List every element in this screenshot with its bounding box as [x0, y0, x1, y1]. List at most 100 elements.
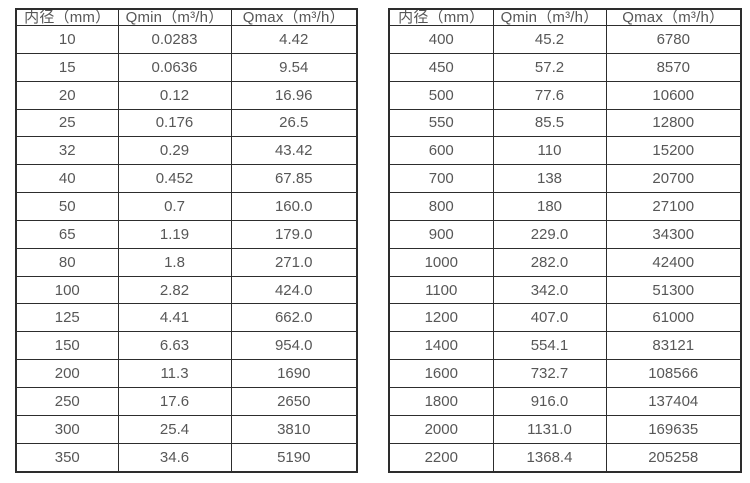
- table-cell: 67.85: [230, 164, 358, 194]
- table-cell: 0.0636: [117, 52, 232, 82]
- table-cell: 1131.0: [492, 414, 607, 444]
- header-row: 内径（mm） Qmin（m³/h） Qmax（m³/h）: [388, 8, 742, 26]
- table-row: 25 0.176 26.5: [15, 108, 358, 138]
- table-cell: 100: [15, 275, 119, 305]
- table-row: 10 0.0283 4.42: [15, 25, 358, 54]
- table-cell: 34.6: [117, 442, 232, 473]
- table-cell: 2650: [230, 386, 358, 416]
- table-row: 300 25.4 3810: [15, 414, 358, 444]
- table-cell: 1000: [388, 247, 494, 277]
- table-row: 1400 554.1 83121: [388, 331, 742, 361]
- table-cell: 10600: [605, 80, 742, 110]
- table-cell: 27100: [605, 192, 742, 221]
- table-cell: 0.29: [117, 136, 232, 166]
- flow-spec-table-small-diameters: 内径（mm） Qmin（m³/h） Qmax（m³/h） 10 0.0283 4.42 1…: [15, 8, 358, 473]
- table-row: 700 138 20700: [388, 164, 742, 194]
- table-cell: 169635: [605, 414, 742, 444]
- table-cell: 954.0: [230, 331, 358, 361]
- table-cell: 17.6: [117, 386, 232, 416]
- table-cell: 1400: [388, 331, 494, 361]
- table-cell: 20: [15, 80, 119, 110]
- table-cell: 6780: [605, 25, 742, 54]
- table-cell: 271.0: [230, 247, 358, 277]
- table-cell: 250: [15, 386, 119, 416]
- table-cell: 282.0: [492, 247, 607, 277]
- table-row: 1100 342.0 51300: [388, 275, 742, 305]
- table-cell: 554.1: [492, 331, 607, 361]
- table-cell: 1600: [388, 359, 494, 388]
- table-cell: 77.6: [492, 80, 607, 110]
- table-cell: 20700: [605, 164, 742, 194]
- table-cell: 662.0: [230, 303, 358, 333]
- column-header: 内径（mm）: [388, 8, 494, 26]
- table-cell: 700: [388, 164, 494, 194]
- table-cell: 16.96: [230, 80, 358, 110]
- header-row: 内径（mm） Qmin（m³/h） Qmax（m³/h）: [15, 8, 358, 26]
- table-cell: 179.0: [230, 219, 358, 249]
- table-cell: 0.7: [117, 192, 232, 221]
- table-cell: 125: [15, 303, 119, 333]
- table-cell: 300: [15, 414, 119, 444]
- table-cell: 11.3: [117, 359, 232, 388]
- table-cell: 0.452: [117, 164, 232, 194]
- table-row: 65 1.19 179.0: [15, 219, 358, 249]
- table-cell: 1800: [388, 386, 494, 416]
- table-cell: 150: [15, 331, 119, 361]
- table-row: 80 1.8 271.0: [15, 247, 358, 277]
- table-cell: 15: [15, 52, 119, 82]
- table-cell: 200: [15, 359, 119, 388]
- table-cell: 350: [15, 442, 119, 473]
- table-cell: 407.0: [492, 303, 607, 333]
- table-cell: 51300: [605, 275, 742, 305]
- table-row: 1800 916.0 137404: [388, 386, 742, 416]
- table-cell: 1.8: [117, 247, 232, 277]
- table-cell: 1100: [388, 275, 494, 305]
- table-cell: 1200: [388, 303, 494, 333]
- table-cell: 40: [15, 164, 119, 194]
- table-cell: 205258: [605, 442, 742, 473]
- table-cell: 342.0: [492, 275, 607, 305]
- table-row: 1200 407.0 61000: [388, 303, 742, 333]
- table-cell: 1690: [230, 359, 358, 388]
- table-cell: 4.41: [117, 303, 232, 333]
- table-cell: 400: [388, 25, 494, 54]
- table-cell: 229.0: [492, 219, 607, 249]
- table-cell: 138: [492, 164, 607, 194]
- table-cell: 6.63: [117, 331, 232, 361]
- flow-spec-table-large-diameters: 内径（mm） Qmin（m³/h） Qmax（m³/h） 400 45.2 6780 45…: [388, 8, 742, 473]
- table-cell: 25: [15, 108, 119, 138]
- table-cell: 42400: [605, 247, 742, 277]
- table-cell: 32: [15, 136, 119, 166]
- table-row: 1000 282.0 42400: [388, 247, 742, 277]
- table-row: 900 229.0 34300: [388, 219, 742, 249]
- table-row: 200 11.3 1690: [15, 359, 358, 388]
- table-cell: 900: [388, 219, 494, 249]
- table-cell: 25.4: [117, 414, 232, 444]
- column-header: Qmin（m³/h）: [117, 8, 232, 26]
- table-cell: 0.12: [117, 80, 232, 110]
- table-cell: 2200: [388, 442, 494, 473]
- table-row: 350 34.6 5190: [15, 442, 358, 473]
- table-cell: 732.7: [492, 359, 607, 388]
- table-cell: 108566: [605, 359, 742, 388]
- table-row: 50 0.7 160.0: [15, 192, 358, 221]
- table-cell: 800: [388, 192, 494, 221]
- table-cell: 65: [15, 219, 119, 249]
- table-cell: 160.0: [230, 192, 358, 221]
- column-header: 内径（mm）: [15, 8, 119, 26]
- table-row: 150 6.63 954.0: [15, 331, 358, 361]
- table-cell: 83121: [605, 331, 742, 361]
- table-cell: 15200: [605, 136, 742, 166]
- table-cell: 137404: [605, 386, 742, 416]
- table-cell: 43.42: [230, 136, 358, 166]
- table-row: 250 17.6 2650: [15, 386, 358, 416]
- table-cell: 80: [15, 247, 119, 277]
- diameter-flow-spec-tables: 内径（mm） Qmin（m³/h） Qmax（m³/h） 10 0.0283 4.42 1…: [15, 8, 742, 473]
- table-cell: 8570: [605, 52, 742, 82]
- table-cell: 61000: [605, 303, 742, 333]
- table-cell: 9.54: [230, 52, 358, 82]
- column-header: Qmax（m³/h）: [605, 8, 742, 26]
- table-cell: 550: [388, 108, 494, 138]
- table-row: 15 0.0636 9.54: [15, 52, 358, 82]
- table-row: 40 0.452 67.85: [15, 164, 358, 194]
